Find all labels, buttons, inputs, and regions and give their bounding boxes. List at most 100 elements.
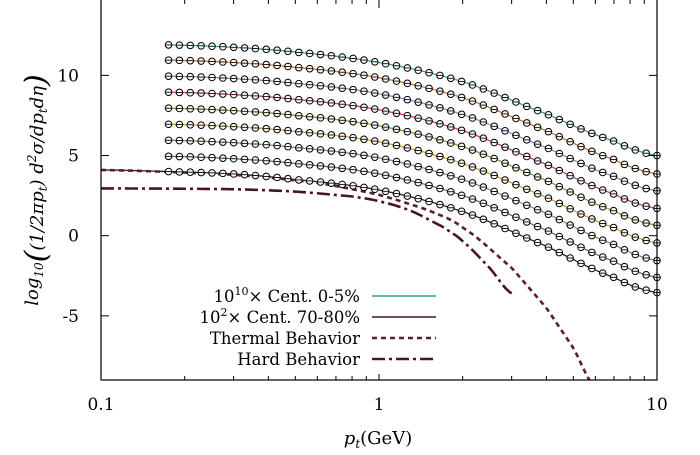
data-point-cent-60-70 (370, 169, 379, 177)
data-point-cent-20-30 (490, 138, 498, 147)
data-point-cent-60-70 (284, 158, 292, 167)
data-point-cent-40-50 (457, 159, 466, 167)
data-point-cent-0-5 (490, 89, 498, 97)
data-point-cent-10-20 (175, 72, 184, 81)
series-line-cent-0-5 (168, 44, 657, 157)
data-point-cent-0-5 (175, 41, 184, 49)
data-point-cent-50-60 (327, 147, 336, 155)
data-point-cent-10-20 (566, 154, 574, 163)
data-point-cent-70-80 (392, 189, 401, 198)
data-point-cent-50-60 (305, 145, 314, 153)
data-point-cent-70-80 (425, 197, 433, 206)
data-point-cent-5-10 (392, 77, 401, 85)
data-point-cent-70-80 (381, 187, 390, 196)
data-point-cent-50-60 (566, 221, 574, 229)
data-point-cent-50-60 (338, 148, 347, 157)
data-point-cent-10-20 (186, 72, 195, 81)
data-point-cent-0-5 (316, 50, 325, 59)
data-point-cent-60-70 (327, 163, 336, 171)
legend-label-hard: Hard Behavior (237, 350, 360, 369)
data-point-cent-30-40 (370, 121, 379, 129)
data-point-cent-5-10 (522, 119, 531, 127)
data-point-cent-70-80 (446, 203, 455, 212)
data-point-cent-70-80 (295, 176, 303, 184)
data-point-cent-40-50 (381, 139, 390, 148)
data-point-cent-50-60 (284, 142, 292, 151)
data-point-cent-10-20 (425, 101, 433, 109)
data-point-cent-40-50 (295, 128, 303, 136)
data-point-cent-20-30 (555, 166, 564, 175)
data-point-cent-30-40 (490, 154, 498, 163)
data-point-cent-40-50 (349, 133, 357, 142)
data-point-cent-10-20 (436, 104, 444, 112)
data-point-cent-70-80 (512, 229, 520, 238)
data-point-cent-70-80 (501, 224, 509, 233)
data-point-cent-30-40 (284, 110, 292, 119)
y-axis-deta: dη (27, 86, 48, 109)
data-point-cent-70-80 (436, 200, 444, 209)
data-point-cent-0-5 (381, 59, 390, 68)
data-point-cent-5-10 (284, 62, 292, 71)
data-point-cent-20-30 (295, 95, 303, 104)
data-point-cent-40-50 (370, 137, 379, 145)
data-point-cent-60-70 (316, 162, 325, 170)
data-point-cent-5-10 (316, 65, 325, 74)
data-point-cent-50-60 (370, 153, 379, 161)
data-point-cent-20-30 (175, 88, 184, 97)
data-point-cent-50-60 (479, 183, 488, 191)
data-point-cent-70-80 (468, 211, 477, 219)
data-point-cent-5-10 (349, 69, 357, 78)
data-point-cent-10-20 (251, 76, 260, 84)
y-axis-close-inner: ) d (27, 162, 48, 187)
data-point-cent-20-30 (164, 88, 173, 96)
data-point-cent-20-30 (305, 96, 314, 105)
data-point-cent-60-70 (588, 248, 596, 257)
data-point-cent-10-20 (577, 159, 585, 168)
data-point-cent-30-40 (479, 150, 488, 158)
data-point-cent-0-5 (631, 146, 640, 154)
x-axis-title: pt(GeV) (344, 428, 412, 451)
data-point-cent-60-70 (240, 155, 249, 164)
data-point-cent-5-10 (620, 160, 629, 169)
data-point-cent-70-80 (349, 181, 357, 190)
data-point-cent-30-40 (436, 136, 444, 144)
data-point-cent-5-10 (186, 56, 195, 65)
legend-exponent: 10 (235, 285, 249, 298)
data-point-cent-30-40 (544, 177, 553, 186)
data-point-cent-20-30 (251, 92, 260, 100)
data-point-cent-10-20 (327, 83, 336, 91)
data-point-cent-30-40 (338, 116, 347, 125)
data-point-cent-30-40 (588, 198, 596, 206)
data-point-cent-10-20 (305, 80, 314, 89)
data-point-cent-50-60 (588, 231, 596, 240)
data-point-cent-20-30 (468, 130, 477, 138)
series-line-cent-10-20 (168, 75, 657, 192)
data-point-cent-20-30 (425, 117, 433, 125)
data-point-cent-20-30 (414, 114, 423, 122)
data-point-cent-50-60 (555, 215, 564, 224)
data-point-cent-40-50 (316, 130, 325, 138)
data-point-cent-40-50 (175, 120, 184, 129)
data-point-cent-5-10 (555, 132, 564, 141)
data-point-cent-20-30 (533, 157, 542, 165)
data-point-cent-60-70 (175, 152, 184, 161)
data-point-cent-10-20 (381, 91, 390, 99)
data-point-cent-10-20 (490, 122, 498, 131)
data-point-cent-0-5 (349, 54, 357, 63)
data-point-cent-5-10 (219, 58, 227, 66)
x-axis-unit: (GeV) (360, 428, 412, 449)
data-point-cent-20-30 (631, 199, 640, 207)
data-point-cent-30-40 (219, 106, 227, 114)
data-point-cent-10-20 (316, 81, 325, 90)
data-point-cent-40-50 (273, 125, 281, 134)
data-point-cent-40-50 (522, 185, 531, 194)
data-point-cent-70-80 (642, 286, 650, 295)
data-point-cent-70-80 (588, 264, 596, 273)
data-point-cent-5-10 (305, 64, 314, 73)
data-point-cent-40-50 (262, 124, 271, 133)
data-point-cent-0-5 (446, 74, 455, 83)
data-point-cent-50-60 (533, 205, 542, 214)
data-point-cent-70-80 (544, 243, 553, 251)
data-point-cent-20-30 (501, 143, 509, 151)
data-point-cent-0-5 (164, 41, 173, 49)
